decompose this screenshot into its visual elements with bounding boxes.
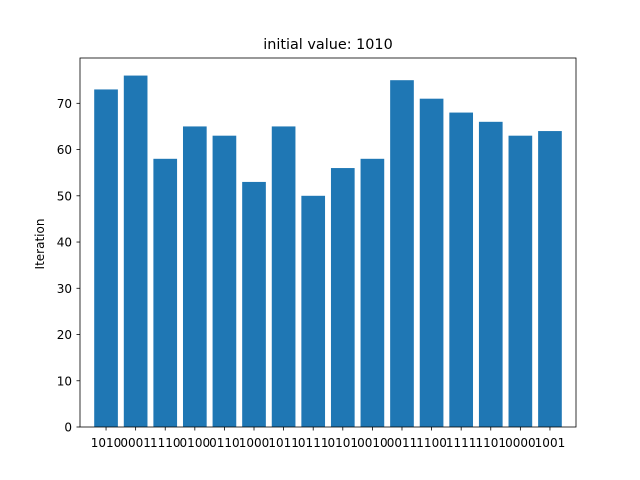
bar — [390, 80, 414, 427]
bar — [242, 181, 266, 427]
bar — [301, 195, 326, 427]
x-tick-label: 0101 — [328, 436, 359, 450]
y-axis-label: Iteration — [33, 219, 47, 270]
axes-frame — [79, 57, 577, 428]
bar — [182, 126, 207, 427]
bars-group — [94, 75, 562, 428]
x-tick-label: 0001 — [120, 436, 151, 450]
x-tick-label: 1110 — [150, 436, 181, 450]
x-tick-label: 0111 — [298, 436, 329, 450]
bar — [212, 135, 237, 427]
x-tick-label: 1001 — [535, 436, 566, 450]
x-tick-label: 1101 — [475, 436, 506, 450]
bar — [478, 121, 503, 428]
x-tick-label: 0110 — [209, 436, 240, 450]
x-tick-label: 0011 — [387, 436, 418, 450]
y-tick-label: 70 — [57, 97, 72, 111]
bar — [153, 158, 178, 427]
y-tick-label: 30 — [57, 282, 72, 296]
x-tick-label: 0100 — [180, 436, 211, 450]
y-tick-label: 0 — [64, 421, 72, 435]
x-tick-label: 1000 — [239, 436, 270, 450]
x-axis-ticks: 1010 0001 1110 0100 0110 1000 1011 0111 0101 0010… — [91, 427, 565, 450]
y-tick-label: 50 — [57, 189, 72, 203]
bar — [271, 126, 296, 427]
x-tick-label: 0000 — [505, 436, 536, 450]
x-tick-label: 1010 — [91, 436, 122, 450]
y-tick-label: 20 — [57, 328, 72, 342]
y-axis-ticks: 0 10 20 30 40 50 60 70 — [57, 97, 80, 435]
x-tick-label: 1011 — [268, 436, 299, 450]
bar — [538, 131, 562, 427]
x-tick-label: 1111 — [446, 436, 477, 450]
bar — [419, 98, 444, 428]
bar — [123, 75, 148, 428]
y-tick-label: 10 — [57, 374, 72, 388]
bar — [360, 158, 385, 427]
y-tick-label: 40 — [57, 236, 72, 250]
x-tick-label: 1100 — [416, 436, 447, 450]
chart-title: initial value: 1010 — [263, 37, 393, 53]
y-tick-label: 60 — [57, 143, 72, 157]
x-tick-label: 0010 — [357, 436, 388, 450]
bar — [449, 112, 474, 428]
bar — [508, 135, 533, 427]
bar — [330, 168, 355, 428]
bar — [94, 89, 118, 428]
